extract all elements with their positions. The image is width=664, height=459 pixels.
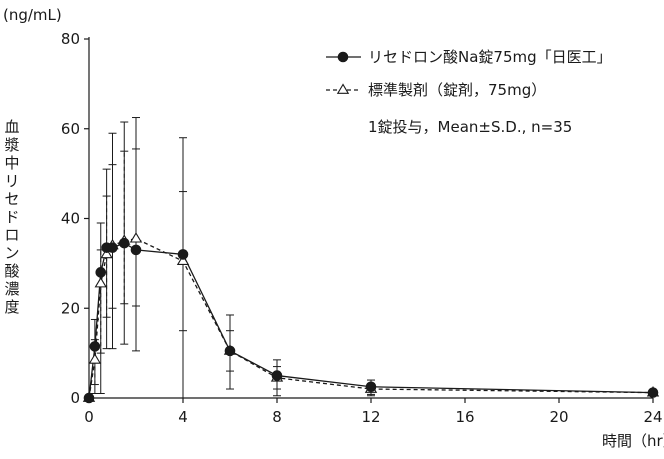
x-tick-label: 8 xyxy=(272,408,282,426)
data-point-triangle xyxy=(88,353,102,364)
legend: リセドロン酸Na錠75mg「日医工」標準製剤（錠剤，75mg） xyxy=(326,48,612,99)
data-markers xyxy=(82,232,660,404)
x-tick-label: 4 xyxy=(178,408,188,426)
data-point-circle xyxy=(107,242,118,253)
x-tick-label: 0 xyxy=(84,408,94,426)
x-tick-label: 24 xyxy=(643,408,662,426)
x-axis-label: 時間（hr） xyxy=(602,432,664,450)
data-point-circle xyxy=(224,345,236,357)
y-tick-label: 20 xyxy=(61,299,80,317)
legend-label: リセドロン酸Na錠75mg「日医工」 xyxy=(368,48,612,66)
legend-marker xyxy=(336,83,350,94)
data-point-circle xyxy=(130,244,142,256)
y-tick-label: 60 xyxy=(61,120,80,138)
chart-note: 1錠投与，Mean±S.D., n=35 xyxy=(368,118,572,136)
x-tick-label: 12 xyxy=(361,408,380,426)
y-unit-label: (ng/mL) xyxy=(3,6,62,24)
data-point-circle xyxy=(365,381,377,393)
data-point-circle xyxy=(118,237,130,249)
data-point-triangle xyxy=(94,276,107,288)
data-point-triangle xyxy=(100,247,113,259)
y-axis-label: 血漿中リセドロン酸濃度 xyxy=(4,118,20,316)
y-tick-label: 80 xyxy=(61,30,80,48)
data-point-circle xyxy=(647,387,659,398)
y-tick-label: 40 xyxy=(61,210,80,228)
series-lines xyxy=(88,238,654,399)
x-tick-label: 20 xyxy=(549,408,568,426)
data-point-circle xyxy=(95,267,107,278)
axes: 0 20 40 60 80 0 4 8 12 16 20 24 xyxy=(61,30,663,426)
series-line-2 xyxy=(88,238,654,399)
data-point-circle xyxy=(89,341,101,352)
legend-label: 標準製剤（錠剤，75mg） xyxy=(368,81,546,99)
data-point-triangle xyxy=(176,254,190,265)
data-point-circle xyxy=(83,392,95,404)
series-line-1 xyxy=(88,242,654,399)
legend-marker xyxy=(337,51,349,63)
data-point-circle xyxy=(177,249,189,260)
data-point-triangle xyxy=(129,232,143,243)
data-point-circle xyxy=(271,370,283,381)
x-tick-label: 16 xyxy=(455,408,474,426)
y-tick-label: 0 xyxy=(70,389,80,407)
